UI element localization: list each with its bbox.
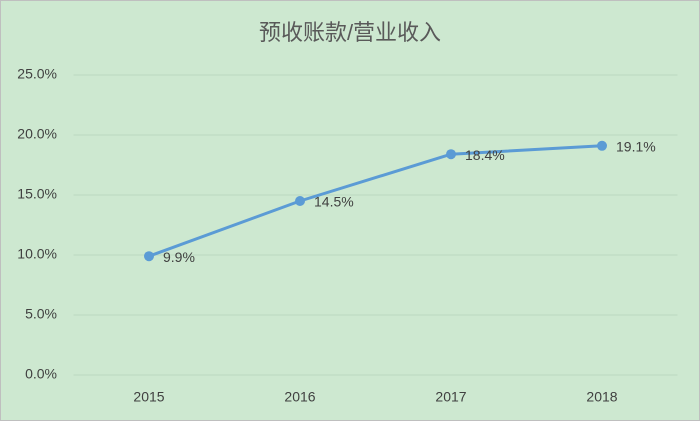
- data-label: 18.4%: [465, 147, 505, 163]
- x-tick-label: 2017: [435, 389, 466, 405]
- y-tick-label: 0.0%: [25, 366, 57, 382]
- y-tick-label: 15.0%: [17, 186, 57, 202]
- data-label: 9.9%: [163, 249, 195, 265]
- line: [148, 144, 603, 258]
- data-label: 19.1%: [616, 139, 656, 155]
- x-tick-label: 2018: [586, 389, 617, 405]
- data-label: 14.5%: [314, 194, 354, 210]
- point: [597, 140, 607, 151]
- y-tick-label: 5.0%: [25, 306, 57, 322]
- point: [446, 149, 456, 160]
- x-tick-label: 2015: [133, 389, 164, 405]
- y-tick-label: 25.0%: [17, 66, 57, 82]
- point: [144, 251, 154, 262]
- chart-title: 预收账款/营业收入: [259, 20, 441, 45]
- y-tick-label: 10.0%: [17, 246, 57, 262]
- y-tick-label: 20.0%: [17, 126, 57, 142]
- x-tick-label: 2016: [284, 389, 315, 405]
- point: [295, 196, 305, 206]
